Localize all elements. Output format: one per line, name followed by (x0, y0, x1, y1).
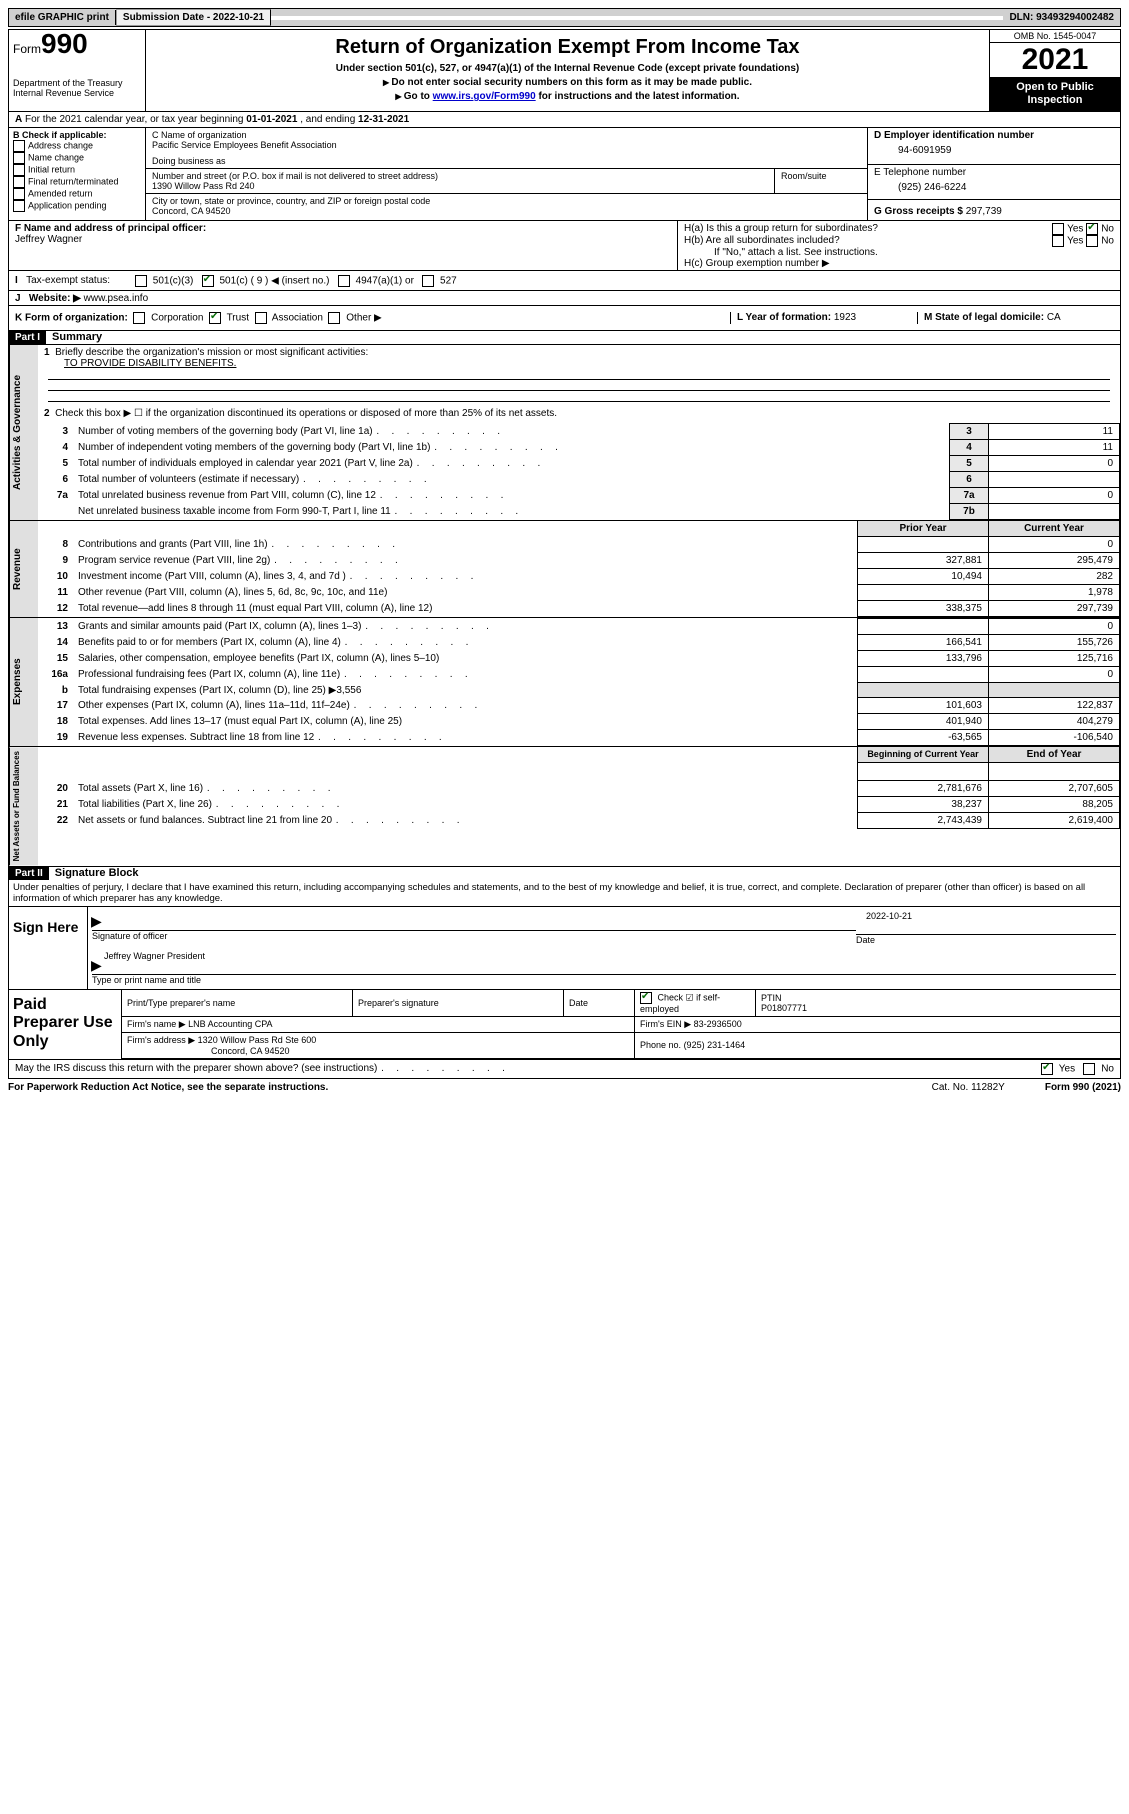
preparer-table: Print/Type preparer's name Preparer's si… (122, 990, 1120, 1059)
paid-preparer-label: Paid Preparer Use Only (9, 990, 122, 1059)
form-header: Form990 Department of the Treasury Inter… (9, 30, 1120, 112)
efile-label: efile GRAPHIC print (9, 10, 116, 25)
activities-governance-section: Activities & Governance 1 Briefly descri… (9, 344, 1120, 520)
expenses-section: Expenses 13Grants and similar amounts pa… (9, 617, 1120, 746)
form-subtitle: Under section 501(c), 527, or 4947(a)(1)… (154, 63, 981, 74)
page-footer: For Paperwork Reduction Act Notice, see … (8, 1079, 1121, 1093)
part1-header: Part ISummary (9, 330, 1120, 344)
submission-date-button[interactable]: Submission Date - 2022-10-21 (116, 9, 271, 26)
dept-treasury-label: Department of the Treasury Internal Reve… (13, 78, 141, 98)
box-h: H(a) Is this a group return for subordin… (678, 221, 1120, 271)
irs-link[interactable]: www.irs.gov/Form990 (433, 91, 536, 102)
sign-here-label: Sign Here (9, 907, 88, 989)
box-b: B Check if applicable: Address change Na… (9, 128, 146, 221)
box-f: F Name and address of principal officer:… (9, 221, 678, 271)
top-toolbar: efile GRAPHIC print Submission Date - 20… (8, 8, 1121, 27)
form-id: Form 990 (2021) (1045, 1082, 1121, 1093)
perjury-declaration: Under penalties of perjury, I declare th… (9, 880, 1120, 906)
governance-table: 3Number of voting members of the governi… (38, 423, 1120, 520)
form-number-cell: Form990 Department of the Treasury Inter… (9, 30, 146, 111)
sign-here-block: Sign Here ▶ Signature of officer 2022-10… (9, 906, 1120, 989)
box-j: J Website: ▶ www.psea.info (9, 290, 1120, 306)
form-title-cell: Return of Organization Exempt From Incom… (146, 30, 989, 111)
section-label-exp: Expenses (9, 618, 38, 746)
box-d: D Employer identification number 94-6091… (868, 128, 1120, 221)
paid-preparer-block: Paid Preparer Use Only Print/Type prepar… (9, 989, 1120, 1059)
boxes-fh: F Name and address of principal officer:… (9, 220, 1120, 271)
section-label-gov: Activities & Governance (9, 345, 38, 520)
line-a: A For the 2021 calendar year, or tax yea… (9, 112, 1120, 128)
tax-year: 2021 (990, 43, 1120, 77)
open-public-badge: Open to Public Inspection (990, 77, 1120, 111)
box-c: C Name of organization Pacific Service E… (146, 128, 868, 221)
revenue-section: Revenue Prior YearCurrent Year 8Contribu… (9, 520, 1120, 617)
toolbar-spacer (271, 16, 1003, 20)
website-note: Go to www.irs.gov/Form990 for instructio… (154, 91, 981, 102)
form-title: Return of Organization Exempt From Incom… (154, 36, 981, 59)
expenses-table: 13Grants and similar amounts paid (Part … (38, 618, 1120, 746)
omb-number: OMB No. 1545-0047 (990, 30, 1120, 43)
net-assets-section: Net Assets or Fund Balances Beginning of… (9, 746, 1120, 865)
revenue-table: Prior YearCurrent Year 8Contributions an… (38, 521, 1120, 617)
discuss-row: May the IRS discuss this return with the… (9, 1059, 1120, 1078)
section-label-rev: Revenue (9, 521, 38, 617)
form-container: Form990 Department of the Treasury Inter… (8, 29, 1121, 1079)
box-i: I Tax-exempt status: 501(c)(3) 501(c) ( … (9, 270, 1120, 291)
year-cell: OMB No. 1545-0047 2021 Open to Public In… (989, 30, 1120, 111)
pra-notice: For Paperwork Reduction Act Notice, see … (8, 1082, 328, 1093)
section-label-net: Net Assets or Fund Balances (9, 747, 38, 865)
ssn-note: Do not enter social security numbers on … (154, 77, 981, 88)
net-assets-table: Beginning of Current YearEnd of Year 20T… (38, 747, 1120, 829)
dln-display: DLN: 93493294002482 (1003, 10, 1120, 25)
boxes-klm: K Form of organization: Corporation Trus… (9, 305, 1120, 330)
part2-header: Part IISignature Block (9, 866, 1120, 880)
cat-number: Cat. No. 11282Y (892, 1082, 1045, 1093)
boxes-bcd: B Check if applicable: Address change Na… (9, 127, 1120, 221)
